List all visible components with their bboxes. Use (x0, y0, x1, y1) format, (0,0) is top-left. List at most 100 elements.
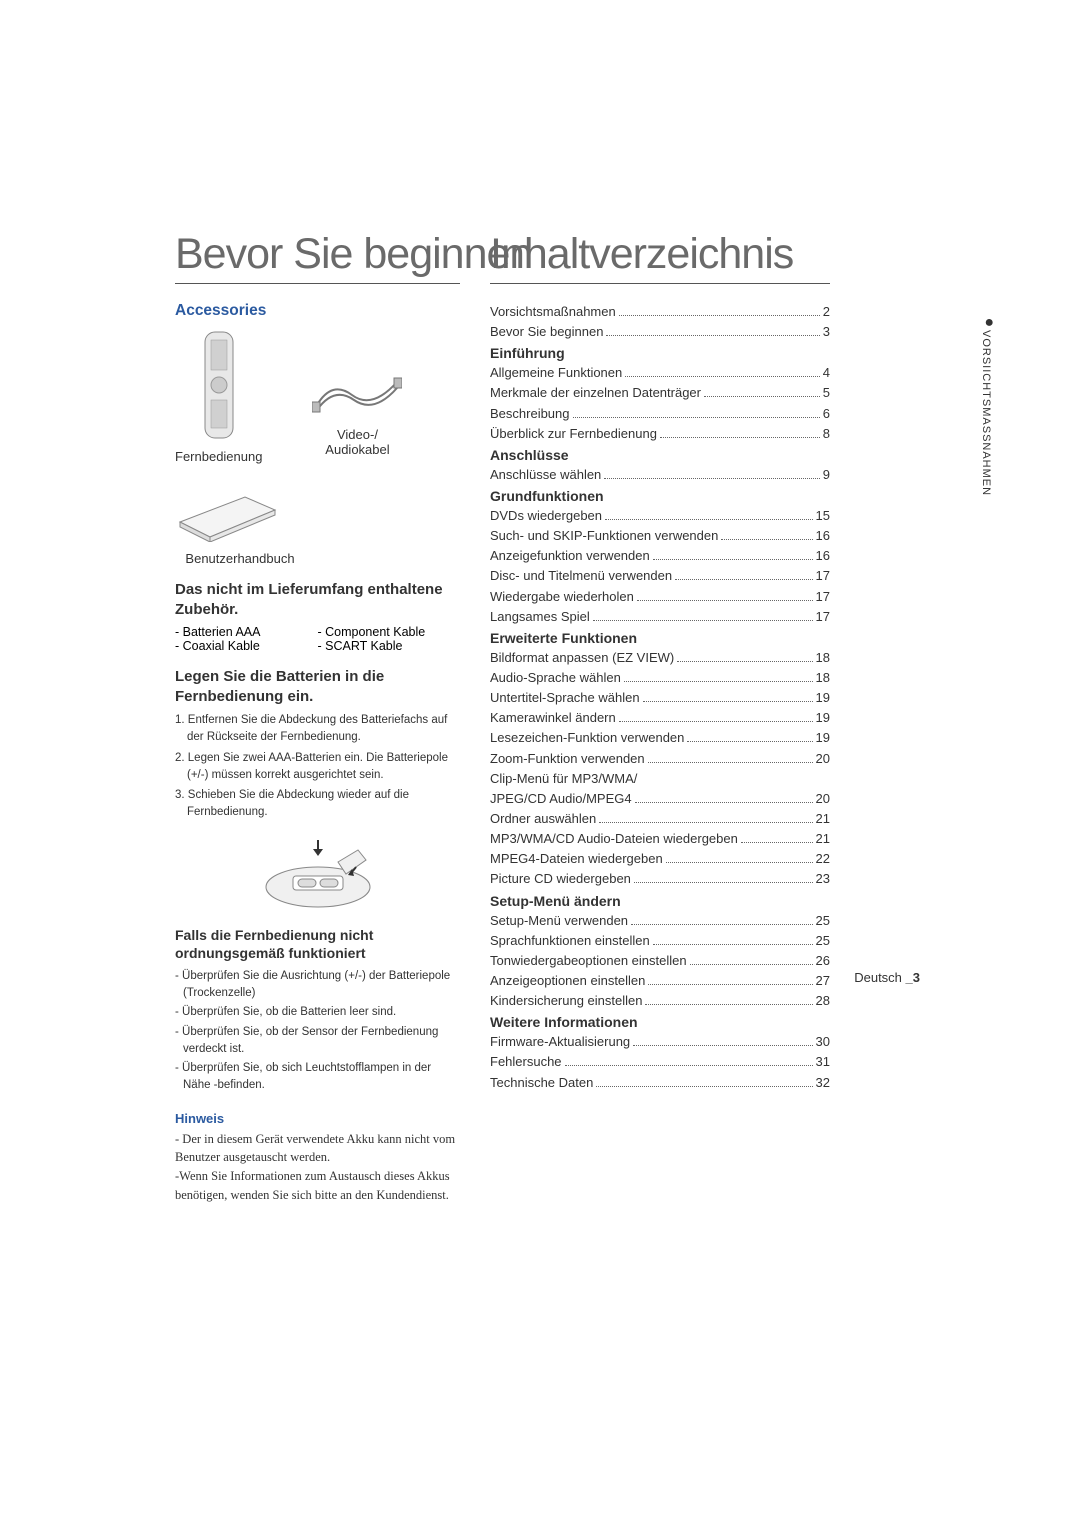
toc-page: 4 (823, 363, 830, 383)
toc-label: Ordner auswählen (490, 809, 596, 829)
toc-dots (596, 1086, 812, 1087)
toc-label: Tonwiedergabeoptionen einstellen (490, 951, 687, 971)
accessory-cable: Video-/ Audiokabel (312, 330, 402, 464)
toc-label: MP3/WMA/CD Audio-Dateien wiedergeben (490, 829, 738, 849)
toc-dots (635, 802, 813, 803)
battery-step: 2. Legen Sie zwei AAA-Batterien ein. Die… (187, 750, 460, 785)
toc-dots (675, 579, 812, 580)
toc-heading: Setup-Menü ändern (490, 893, 830, 909)
cable-icon (312, 370, 402, 418)
toc-dots (625, 376, 820, 377)
not-included-item: - Component Kable (318, 625, 461, 639)
toc-page: 26 (816, 951, 830, 971)
toc-entry: Merkmale der einzelnen Datenträger5 (490, 383, 830, 403)
toc-title: Inhaltverzeichnis (490, 230, 830, 284)
toc-entry: Such- und SKIP-Funktionen verwenden16 (490, 526, 830, 546)
toc-label: Fehlersuche (490, 1052, 562, 1072)
toc-page: 16 (816, 546, 830, 566)
toc-entry: Vorsichtsmaßnahmen2 (490, 302, 830, 322)
toc-entry: JPEG/CD Audio/MPEG420 (490, 789, 830, 809)
toc-page: 28 (816, 991, 830, 1011)
toc-dots (606, 335, 819, 336)
toc-label: Anzeigefunktion verwenden (490, 546, 650, 566)
toc-dots (648, 984, 812, 985)
not-included-heading: Das nicht im Lieferumfang enthaltene Zub… (175, 580, 460, 619)
toc-page: 17 (816, 607, 830, 627)
toc-dots (653, 944, 813, 945)
toc-entry: Zoom-Funktion verwenden20 (490, 749, 830, 769)
toc-label: MPEG4-Dateien wiedergeben (490, 849, 663, 869)
toc-dots (604, 478, 819, 479)
toc-page: 19 (816, 728, 830, 748)
accessory-manual: Benutzerhandbuch (175, 482, 460, 566)
toc-page: 19 (816, 708, 830, 728)
toc-dots (593, 620, 813, 621)
toc-dots (605, 519, 813, 520)
battery-step: 1. Entfernen Sie die Abdeckung des Batte… (187, 712, 460, 747)
toc-heading: Grundfunktionen (490, 488, 830, 504)
toc-label: Setup-Menü verwenden (490, 911, 628, 931)
toc-entry: Allgemeine Funktionen 4 (490, 363, 830, 383)
toc-entry: Technische Daten32 (490, 1073, 830, 1093)
before-you-begin-title: Bevor Sie beginnen (175, 230, 460, 284)
toc-dots (634, 882, 813, 883)
toc-dots (741, 842, 813, 843)
toc-label: Technische Daten (490, 1073, 593, 1093)
toc-label: Untertitel-Sprache wählen (490, 688, 640, 708)
toc-label: Bildformat anpassen (EZ VIEW) (490, 648, 674, 668)
remote-icon (201, 330, 237, 440)
toc-page: 31 (816, 1052, 830, 1072)
toc-page: 17 (816, 566, 830, 586)
toc-label: Bevor Sie beginnen (490, 322, 603, 342)
toc-page: 15 (816, 506, 830, 526)
toc-entry: Bevor Sie beginnen 3 (490, 322, 830, 342)
toc-entry: Überblick zur Fernbedienung 8 (490, 424, 830, 444)
toc-label: Allgemeine Funktionen (490, 363, 622, 383)
toc-dots (704, 396, 820, 397)
toc-dots (624, 681, 813, 682)
toc-label: Überblick zur Fernbedienung (490, 424, 657, 444)
battery-diagram-icon (258, 832, 378, 912)
toc-heading: Einführung (490, 345, 830, 361)
accessories-heading: Accessories (175, 302, 460, 320)
toc-page: 25 (816, 931, 830, 951)
toc-label: Beschreibung (490, 404, 570, 424)
toc-label: JPEG/CD Audio/MPEG4 (490, 789, 632, 809)
toc-entry: DVDs wiedergeben15 (490, 506, 830, 526)
cable-label-1: Video-/ (312, 427, 402, 442)
toc-dots (653, 559, 813, 560)
toc-entry: Anzeigeoptionen einstellen27 (490, 971, 830, 991)
toc-page: 9 (823, 465, 830, 485)
cable-label-2: Audiokabel (312, 442, 402, 457)
toc-page: 3 (823, 322, 830, 342)
malfunction-item: - Überprüfen Sie, ob sich Leuchtstofflam… (183, 1060, 460, 1095)
toc-dots (687, 741, 812, 742)
remote-label: Fernbedienung (175, 449, 262, 464)
footer-page: _3 (906, 970, 920, 985)
toc-entry: Fehlersuche 31 (490, 1052, 830, 1072)
toc-page: 2 (823, 302, 830, 322)
malfunction-heading: Falls die Fernbedienung nicht ordnungsge… (175, 926, 460, 962)
toc-heading: Anschlüsse (490, 447, 830, 463)
malfunction-list: - Überprüfen Sie die Ausrichtung (+/-) d… (175, 968, 460, 1095)
toc-heading: Erweiterte Funktionen (490, 630, 830, 646)
toc-label: Firmware-Aktualisierung (490, 1032, 630, 1052)
toc-entry: Disc- und Titelmenü verwenden17 (490, 566, 830, 586)
toc-entry: Audio-Sprache wählen18 (490, 668, 830, 688)
not-included-item: - SCART Kable (318, 639, 461, 653)
toc-entry: Bildformat anpassen (EZ VIEW)18 (490, 648, 830, 668)
toc-entry: Firmware-Aktualisierung30 (490, 1032, 830, 1052)
toc-entry: Sprachfunktionen einstellen25 (490, 931, 830, 951)
toc-dots (648, 762, 813, 763)
toc-page: 8 (823, 424, 830, 444)
toc-page: 18 (816, 668, 830, 688)
toc-dots (619, 315, 820, 316)
accessory-remote: Fernbedienung (175, 330, 262, 464)
toc-entry: Kindersicherung einstellen28 (490, 991, 830, 1011)
toc-dots (721, 539, 812, 540)
toc-dots (619, 721, 813, 722)
toc-page: 20 (816, 749, 830, 769)
toc-page: 25 (816, 911, 830, 931)
toc-entry: Wiedergabe wiederholen17 (490, 587, 830, 607)
toc-page: 6 (823, 404, 830, 424)
